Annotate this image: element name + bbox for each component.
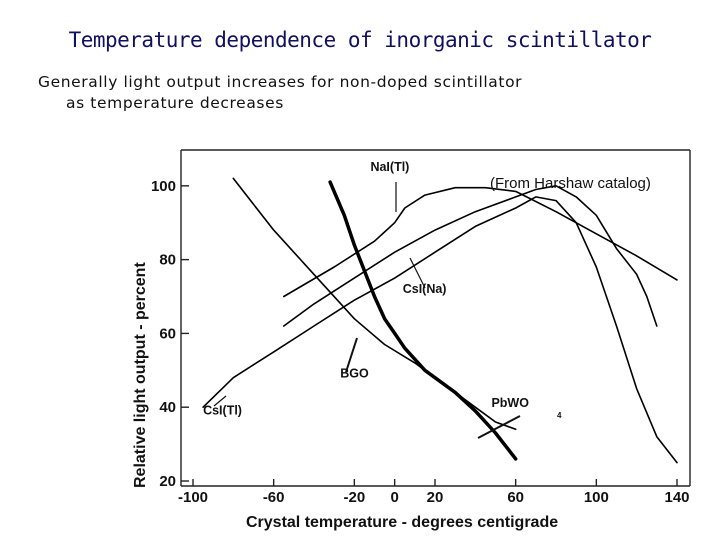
series-pbwo4 — [328, 180, 518, 461]
y-tick-label: 100 — [151, 178, 176, 195]
slide-title: Temperature dependence of inorganic scin… — [68, 28, 652, 52]
y-tick-label: 40 — [159, 399, 176, 416]
curve-label-bgo: BGO — [340, 367, 369, 381]
x-tick-label: -100 — [178, 489, 208, 506]
x-axis-label: Crystal temperature - degrees centigrade — [246, 514, 558, 531]
curve-label-csi-na: CsI(Na) — [403, 282, 447, 296]
x-tick-label: -60 — [263, 489, 285, 506]
x-tick-label: 100 — [584, 489, 609, 506]
x-axis-ticks: -100 -60 -20 0 20 60 100 140 — [178, 479, 690, 506]
series-nai-tl — [282, 186, 678, 298]
y-tick-label: 60 — [159, 325, 176, 342]
y-axis-label: Relative light output - percent — [132, 262, 149, 488]
series-csi-tl — [202, 196, 678, 464]
pbwo4-subscript: 4 — [557, 411, 562, 420]
curve-label-csi-tl: CsI(Tl) — [203, 404, 242, 418]
x-tick-label: 0 — [390, 489, 398, 506]
curve-label-pbwo: PbWO — [491, 396, 529, 410]
subtitle-line-2: as temperature decreases — [66, 94, 284, 112]
y-tick-label: 80 — [159, 252, 176, 269]
y-tick-label: 20 — [159, 473, 176, 490]
x-tick-label: 20 — [427, 489, 444, 506]
chart-source-note: (From Harshaw catalog) — [490, 175, 651, 192]
x-tick-label: -20 — [343, 489, 365, 506]
x-tick-label: 140 — [664, 489, 689, 506]
curve-label-nai-tl: NaI(Tl) — [370, 160, 409, 174]
x-tick-label: 60 — [507, 489, 524, 506]
annotation-group: NaI(Tl) CsI(Na) CsI(Tl) BGO PbWO — [203, 160, 529, 418]
slide-subtitle: Generally light output increases for non… — [38, 72, 522, 114]
series-csi-na — [282, 185, 658, 327]
y-axis-ticks: 20 40 60 80 100 — [151, 178, 189, 490]
csina-leader — [409, 257, 426, 289]
subtitle-line-1: Generally light output increases for non… — [38, 73, 523, 91]
csitl-leader — [213, 395, 227, 407]
series-group — [202, 177, 678, 464]
series-bgo — [232, 177, 517, 431]
pbwo4-leader — [477, 415, 521, 439]
bgo-leader — [345, 337, 358, 373]
